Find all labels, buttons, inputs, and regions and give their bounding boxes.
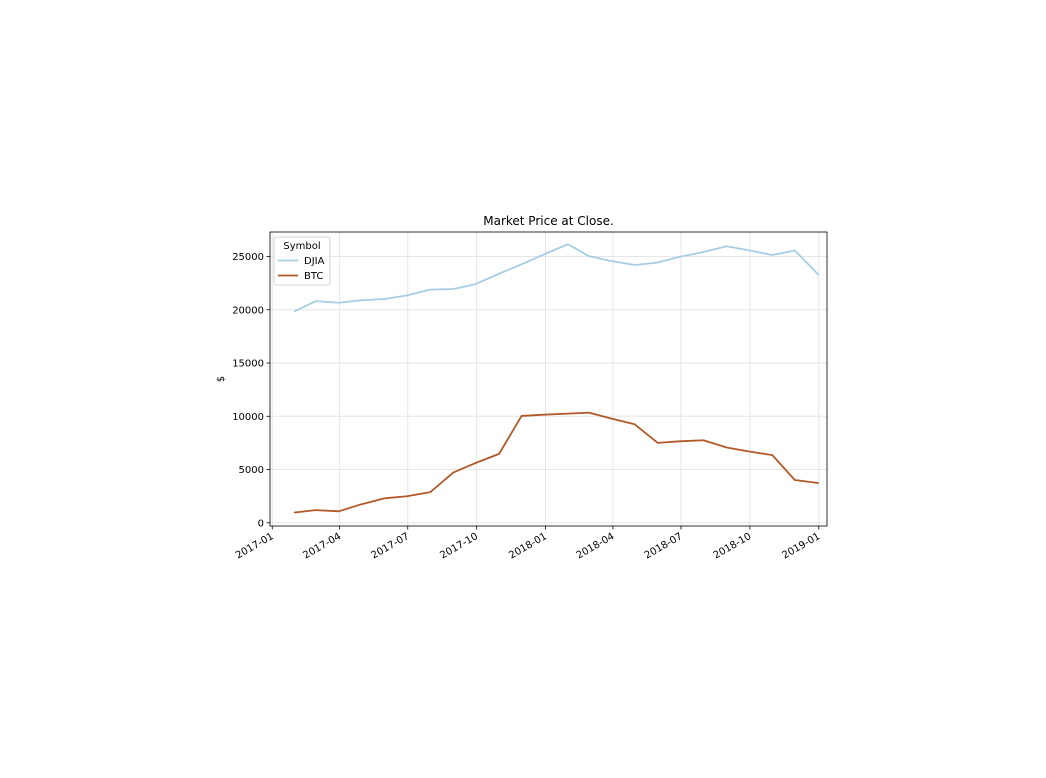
x-tick-label: 2018-04 xyxy=(575,531,617,561)
y-tick-label: 25000 xyxy=(232,252,264,263)
legend-box xyxy=(273,236,331,286)
legend: Symbol DJIA BTC xyxy=(273,236,331,286)
y-tick-label: 15000 xyxy=(232,359,264,370)
y-tick-label: 0 xyxy=(258,518,264,529)
legend-title: Symbol xyxy=(283,241,320,252)
x-tick-label: 2017-04 xyxy=(301,531,343,561)
grid xyxy=(270,232,827,526)
y-tick-label: 20000 xyxy=(232,305,264,316)
x-tick-label: 2019-01 xyxy=(781,531,823,561)
legend-entries: DJIA BTC xyxy=(278,256,325,282)
x-tick-label: 2017-10 xyxy=(438,531,480,561)
x-tick-label: 2017-07 xyxy=(370,531,412,561)
series-line-btc xyxy=(293,411,819,514)
x-tick-label: 2017-01 xyxy=(234,531,276,561)
x-tick-label: 2018-07 xyxy=(643,531,685,561)
x-tick-label: 2018-01 xyxy=(507,531,549,561)
series-lines xyxy=(293,243,819,514)
y-tick-label: 10000 xyxy=(232,412,264,423)
y-axis-label: $ xyxy=(216,376,227,382)
chart-title: Market Price at Close. xyxy=(483,214,614,228)
legend-label-djia: DJIA xyxy=(304,256,325,267)
y-tick-label: 5000 xyxy=(239,465,264,476)
plot-frame xyxy=(269,231,828,527)
x-tick-label: 2018-10 xyxy=(712,531,754,561)
series-line-djia xyxy=(293,243,819,313)
legend-label-btc: BTC xyxy=(304,271,323,282)
axis-ticks: 0 5000 10000 15000 20000 25000 2017-01 2017-04 2… xyxy=(232,252,822,561)
